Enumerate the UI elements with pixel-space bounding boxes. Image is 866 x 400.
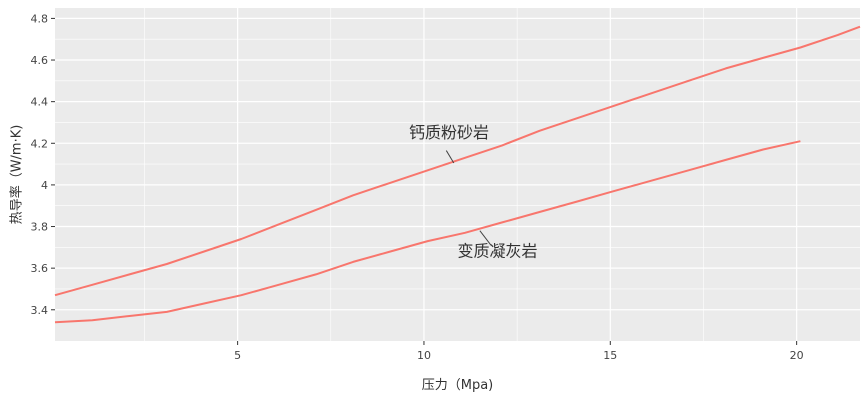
x-tick-label: 20 (790, 349, 804, 362)
grid-major (55, 8, 860, 341)
y-axis: 3.4 3.6 3.8 4 4.2 4.4 4.6 4.8 (31, 12, 55, 317)
series-line-1 (54, 25, 861, 297)
y-tick-label: 3.4 (31, 304, 49, 317)
annotation-leader-1 (445, 150, 455, 164)
x-axis: 5 10 15 20 (234, 341, 804, 362)
annotation-leader-2 (479, 230, 492, 246)
annotation-label-1: 钙质粉砂岩 (409, 123, 489, 142)
y-tick-label: 4.4 (31, 96, 49, 109)
plot-panel (55, 8, 860, 341)
y-tick-label: 4.2 (31, 137, 49, 150)
series-line-2 (54, 140, 801, 324)
x-tick-label: 5 (234, 349, 241, 362)
y-tick-label: 4 (41, 179, 48, 192)
series-layer (54, 25, 861, 324)
x-tick-label: 15 (603, 349, 617, 362)
annotation-label-2: 变质凝灰岩 (458, 242, 538, 261)
y-tick-label: 4.6 (31, 54, 49, 67)
y-tick-label: 4.8 (31, 12, 49, 25)
y-tick-label: 3.6 (31, 262, 49, 275)
grid-minor (55, 8, 860, 341)
y-axis-title: 热导率（W/m·K) (9, 125, 25, 225)
x-axis-title: 压力（Mpa) (422, 378, 494, 393)
y-tick-label: 3.8 (31, 221, 49, 234)
x-tick-label: 10 (417, 349, 431, 362)
